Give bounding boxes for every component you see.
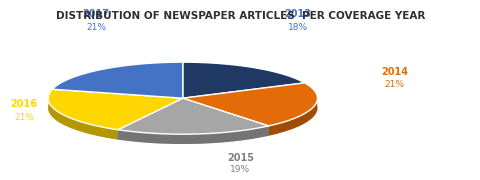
Polygon shape: [52, 62, 182, 98]
Text: 21%: 21%: [384, 80, 404, 89]
Text: 21%: 21%: [14, 112, 34, 122]
Text: 2015: 2015: [227, 153, 253, 163]
Text: 2014: 2014: [380, 67, 407, 77]
Text: 2013: 2013: [284, 9, 311, 19]
Text: DISTRIBUTION OF NEWSPAPER ARTICLES  PER COVERAGE YEAR: DISTRIBUTION OF NEWSPAPER ARTICLES PER C…: [56, 11, 424, 21]
Polygon shape: [118, 126, 268, 144]
Polygon shape: [182, 98, 268, 136]
Text: 2017: 2017: [83, 9, 109, 19]
Polygon shape: [118, 98, 182, 140]
Text: 18%: 18%: [288, 22, 308, 32]
Text: 21%: 21%: [86, 22, 106, 32]
Polygon shape: [182, 83, 317, 126]
Text: 19%: 19%: [230, 165, 250, 174]
Polygon shape: [182, 62, 304, 98]
Polygon shape: [118, 98, 268, 134]
Polygon shape: [182, 98, 268, 136]
Polygon shape: [48, 89, 182, 130]
Polygon shape: [48, 89, 118, 140]
Text: 2016: 2016: [11, 99, 37, 109]
Polygon shape: [48, 98, 317, 144]
Polygon shape: [268, 83, 317, 136]
Polygon shape: [118, 98, 182, 140]
